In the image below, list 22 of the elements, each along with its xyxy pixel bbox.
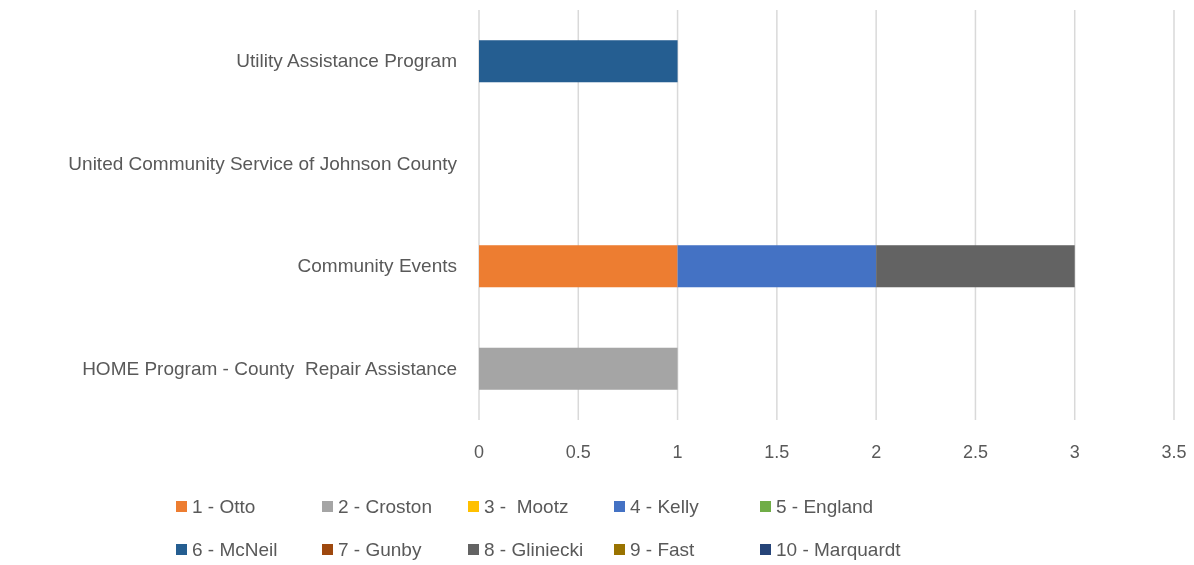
x-tick-label: 1: [672, 442, 683, 462]
x-tick-label: 0: [473, 442, 485, 462]
x-tick-label: 3.5: [1161, 442, 1187, 462]
x-tick-label: 2.5: [962, 442, 988, 462]
legend-label: 5 - England: [776, 496, 874, 517]
legend-label: 2 - Croston: [338, 496, 432, 517]
x-tick-label: 2: [871, 442, 882, 462]
legend-label: 3 - Mootz: [484, 496, 569, 517]
y-tick-label: United Community Service of Johnson County: [68, 152, 458, 174]
y-tick-label: Utility Assistance Program: [236, 50, 457, 72]
x-tick-label: 1.5: [764, 442, 790, 462]
x-tick-label: 0.5: [565, 442, 591, 462]
legend-label: 4 - Kelly: [630, 496, 700, 517]
y-tick-label: Community Events: [297, 255, 457, 277]
legend-label: 7 - Gunby: [338, 539, 422, 560]
legend-label: 9 - Fast: [630, 539, 696, 560]
legend-label: 10 - Marquardt: [776, 539, 902, 560]
legend-label: 6 - McNeil: [192, 539, 278, 560]
legend-label: 8 - Gliniecki: [484, 539, 584, 560]
y-tick-label: HOME Program - County Repair Assistance: [82, 357, 457, 379]
x-tick-label: 3: [1069, 442, 1080, 462]
legend-label: 1 - Otto: [192, 496, 256, 517]
